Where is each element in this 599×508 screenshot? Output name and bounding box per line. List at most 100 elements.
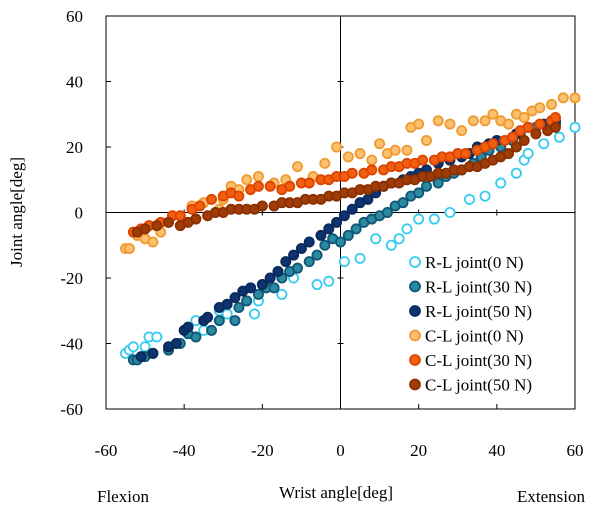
axis-ticks: -60 -40 -20 0 20 40 60 -60 -40 -20 0 20 40 60 — [60, 7, 583, 460]
data-point-series-4 — [518, 112, 530, 124]
data-point-series-2 — [381, 206, 393, 218]
data-point-series-1 — [370, 233, 382, 245]
data-point-series-3 — [288, 249, 300, 261]
data-point-series-1 — [393, 233, 405, 245]
data-point-series-4 — [147, 236, 159, 248]
data-point-series-2 — [229, 315, 241, 327]
data-point-series-1 — [221, 308, 233, 320]
data-point-series-2 — [303, 256, 315, 268]
data-point-series-1 — [479, 190, 491, 202]
data-point-series-1 — [510, 167, 522, 179]
legend-marker — [409, 280, 421, 293]
data-point-series-5 — [460, 148, 472, 160]
data-point-series-6 — [530, 128, 542, 140]
data-point-series-6 — [503, 148, 515, 160]
data-point-series-1 — [413, 213, 425, 225]
data-point-series-3 — [147, 347, 159, 359]
data-point-series-2 — [397, 197, 409, 209]
data-point-series-3 — [346, 203, 358, 215]
data-point-series-5 — [206, 193, 218, 205]
data-point-series-2 — [432, 177, 444, 189]
flexion-annotation: Flexion — [97, 487, 149, 506]
x-tick-label: 20 — [410, 441, 427, 460]
legend-marker — [409, 354, 421, 366]
data-point-series-3 — [315, 229, 327, 241]
data-point-series-5 — [346, 167, 358, 179]
data-point-series-5 — [194, 200, 206, 212]
data-point-series-4 — [534, 102, 546, 114]
data-point-series-3 — [323, 223, 335, 235]
legend-label: R-L joint(0 N) — [425, 253, 524, 272]
data-point-series-1 — [127, 341, 139, 353]
data-point-series-4 — [389, 144, 401, 156]
legend-label: C-L joint(50 N) — [425, 376, 532, 395]
data-point-series-1 — [495, 177, 507, 189]
legend-marker — [409, 329, 421, 342]
y-tick-label: 20 — [66, 138, 83, 157]
data-point-series-6 — [151, 220, 163, 232]
data-point-series-5 — [233, 190, 245, 202]
data-point-series-2 — [213, 315, 225, 327]
x-axis-title: Wrist angle[deg] — [279, 483, 393, 502]
x-tick-label: 40 — [488, 441, 505, 460]
data-point-series-6 — [549, 121, 561, 133]
data-point-series-4 — [401, 144, 413, 156]
legend-marker — [409, 256, 421, 268]
legend-label: R-L joint(30 N) — [425, 278, 532, 297]
data-point-series-2 — [292, 262, 304, 274]
data-point-series-5 — [366, 164, 378, 176]
data-point-series-1 — [538, 138, 550, 150]
data-point-series-2 — [252, 288, 264, 300]
data-point-series-1 — [444, 206, 456, 218]
data-point-series-5 — [303, 177, 315, 189]
data-point-series-1 — [569, 121, 581, 133]
data-point-series-2 — [350, 223, 362, 235]
data-point-series-3 — [362, 193, 374, 205]
data-point-series-3 — [338, 210, 350, 222]
data-point-series-2 — [420, 180, 432, 192]
data-point-series-6 — [139, 223, 151, 235]
y-tick-label: -40 — [60, 335, 83, 354]
data-point-series-4 — [557, 92, 569, 104]
data-point-series-2 — [206, 324, 218, 336]
data-point-series-3 — [202, 311, 214, 323]
data-point-series-1 — [323, 275, 335, 287]
x-tick-label: -40 — [173, 441, 196, 460]
data-point-series-4 — [413, 118, 425, 130]
data-point-series-5 — [534, 118, 546, 130]
x-tick-label: -20 — [251, 441, 274, 460]
data-point-series-3 — [280, 256, 292, 268]
legend-label: C-L joint(0 N) — [425, 327, 524, 346]
y-tick-label: 0 — [75, 204, 84, 223]
data-point-series-6 — [190, 213, 202, 225]
data-point-series-5 — [174, 210, 186, 222]
data-point-series-4 — [432, 115, 444, 127]
data-point-series-3 — [245, 282, 257, 294]
data-point-series-2 — [311, 249, 323, 261]
data-point-series-3 — [264, 272, 276, 284]
data-point-series-4 — [569, 92, 581, 104]
data-point-series-4 — [354, 148, 366, 160]
data-point-series-3 — [135, 351, 147, 363]
data-point-series-4 — [292, 161, 304, 173]
legend: R-L joint(0 N) R-L joint(30 N) R-L joint(5… — [409, 253, 532, 395]
y-tick-label: -20 — [60, 269, 83, 288]
data-point-series-1 — [338, 256, 350, 268]
y-tick-label: 40 — [66, 73, 83, 92]
data-point-series-4 — [252, 170, 264, 182]
data-point-series-1 — [385, 239, 397, 251]
data-point-series-2 — [413, 187, 425, 199]
data-point-series-4 — [503, 118, 515, 130]
data-point-series-5 — [487, 138, 499, 150]
data-point-series-1 — [276, 288, 288, 300]
data-point-series-4 — [123, 243, 135, 255]
data-point-series-4 — [241, 174, 253, 186]
data-point-series-2 — [233, 301, 245, 313]
y-axis-title: Joint angle[deg] — [7, 157, 26, 267]
data-point-series-4 — [420, 134, 432, 146]
data-point-series-4 — [374, 138, 386, 150]
data-point-series-1 — [311, 279, 323, 291]
data-point-series-3 — [331, 216, 343, 228]
data-point-series-3 — [272, 265, 284, 277]
